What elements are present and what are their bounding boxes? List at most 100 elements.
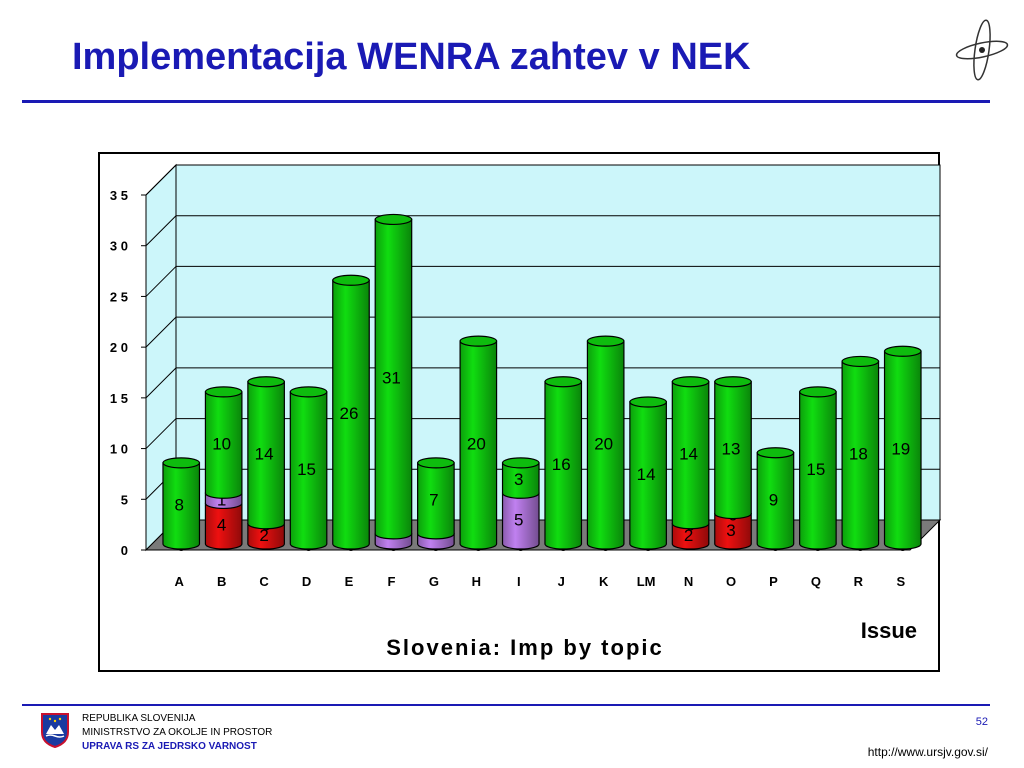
data-label: 13 (722, 440, 741, 459)
x-tick-label: LM (637, 574, 656, 589)
atom-logo-icon (955, 19, 1009, 81)
x-tick-label: Q (811, 574, 821, 589)
bar-segment (204, 391, 243, 499)
data-label: 18 (849, 445, 868, 464)
title-divider (22, 100, 990, 103)
bar-group: 07 (417, 457, 455, 555)
bar-segment (629, 401, 667, 550)
x-tick-label: E (345, 574, 354, 589)
bar-segment (247, 523, 285, 550)
bar-top-cap (544, 376, 583, 388)
y-tick-label: 2 0 (110, 340, 128, 355)
slide-title: Implementacija WENRA zahtev v NEK (72, 36, 751, 78)
bar-group: 016 (544, 376, 583, 555)
bar-group: 026 (332, 274, 370, 555)
data-label: 7 (429, 490, 438, 509)
y-tick-label: 1 0 (110, 442, 128, 457)
bar-segment (332, 279, 370, 550)
footer-org-republic: REPUBLIKA SLOVENIJA (82, 713, 196, 724)
bar-segment (162, 462, 201, 550)
data-label: 1 (217, 490, 226, 509)
bar-segment (501, 492, 540, 550)
gridline (145, 316, 177, 348)
bar-segment (714, 512, 752, 550)
bar-segment (417, 462, 455, 540)
bar-segment (586, 340, 625, 550)
data-label: 14 (255, 445, 274, 464)
x-tick-label: H (472, 574, 481, 589)
bar-segment (501, 462, 540, 499)
bar-top-cap (332, 274, 370, 286)
chart-title: Slovenia: Imp by topic (386, 635, 663, 660)
data-label: 4 (217, 516, 226, 535)
data-label: 14 (637, 465, 656, 484)
x-tick-label: A (175, 574, 185, 589)
data-label: 9 (769, 490, 778, 509)
x-tick-label: G (429, 574, 439, 589)
footer-url-link[interactable]: http://www.ursjv.gov.si/ (867, 745, 988, 759)
bar-top-cap (671, 376, 710, 388)
bar-group: 020 (586, 335, 625, 555)
footer-org-ministry: MINISTRSTVO ZA OKOLJE IN PROSTOR (82, 727, 273, 738)
data-label: 26 (340, 404, 359, 423)
bar-segment (544, 381, 583, 550)
bar-segment (799, 391, 837, 550)
bar-group: 014 (629, 396, 667, 555)
y-tick-label: 3 5 (110, 188, 128, 203)
bar-group: 08 (162, 457, 201, 555)
data-label: 8 (174, 495, 183, 514)
page-number: 52 (975, 716, 988, 728)
gridline (145, 418, 177, 449)
data-label: 3 (726, 521, 735, 540)
bar-top-cap (799, 386, 837, 398)
bar-top-cap (714, 376, 752, 388)
gridline (145, 215, 177, 247)
bar-group: 053 (501, 457, 540, 555)
x-tick-label: R (854, 574, 864, 589)
x-tick-label: D (302, 574, 311, 589)
x-tick-label: B (217, 574, 226, 589)
bar-segment (883, 350, 922, 550)
bar-top-cap (629, 396, 667, 408)
bar-top-cap (586, 335, 625, 347)
x-tick-label: C (259, 574, 269, 589)
bar-group: 019 (883, 345, 922, 555)
data-label: 15 (297, 460, 316, 479)
gridline (145, 266, 177, 297)
x-tick-label: O (726, 574, 736, 589)
bar-top-cap (204, 386, 243, 398)
data-label: 14 (679, 445, 698, 464)
x-tick-label: N (684, 574, 693, 589)
bar-top-cap (501, 457, 540, 469)
bar-segment (756, 452, 795, 550)
bar-group: 015 (289, 386, 328, 555)
data-label: 5 (514, 511, 523, 530)
bar-group: 09 (756, 447, 795, 555)
y-tick-label: 5 (121, 492, 128, 507)
bar-segment (247, 381, 285, 530)
footer-divider (22, 704, 990, 706)
data-label: 10 (212, 435, 231, 454)
bar-top-cap (247, 376, 285, 388)
x-tick-label: F (387, 574, 395, 589)
bar-group: 4 1 10 (204, 386, 243, 550)
bar-top-cap (756, 447, 795, 459)
bar-top-cap (289, 386, 328, 398)
x-tick-label: S (896, 574, 905, 589)
bar-group: 018 (841, 355, 880, 555)
bar-segment (841, 360, 880, 550)
data-label: 31 (382, 369, 401, 388)
bar-segment (459, 340, 498, 550)
data-label: 2 (684, 526, 693, 545)
bar-segment (671, 381, 710, 530)
bar-top-cap (883, 345, 922, 357)
bar-segment (671, 523, 710, 550)
data-label: 3 (514, 470, 523, 489)
slovenia-coat-of-arms-icon (41, 713, 69, 748)
bar-top-cap (417, 457, 455, 469)
y-tick-label: 1 5 (110, 391, 128, 406)
bar-segment (204, 502, 243, 550)
